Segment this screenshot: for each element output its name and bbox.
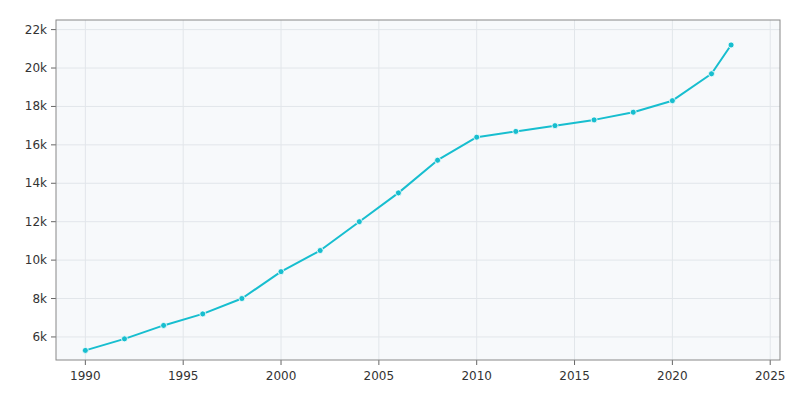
point: [474, 134, 480, 140]
x-tick: [476, 360, 477, 365]
y-tick: [51, 106, 56, 107]
point: [630, 109, 636, 115]
x-tick-label: 1995: [168, 369, 199, 383]
y-grid-line: [56, 106, 780, 107]
point: [317, 248, 323, 254]
x-grid-line: [183, 20, 184, 360]
x-tick-label: 2020: [657, 369, 688, 383]
y-tick: [51, 144, 56, 145]
y-tick: [51, 221, 56, 222]
plot-background: [56, 20, 780, 360]
y-tick: [51, 68, 56, 69]
line: [85, 45, 731, 350]
y-tick: [51, 260, 56, 261]
y-grid-line: [56, 68, 780, 69]
point: [161, 322, 167, 328]
y-tick-label: 20k: [25, 61, 47, 75]
point: [200, 311, 206, 317]
point: [356, 219, 362, 225]
y-grid-line: [56, 336, 780, 337]
x-tick: [672, 360, 673, 365]
x-grid-line: [85, 20, 86, 360]
y-tick-label: 8k: [32, 292, 47, 306]
x-tick: [183, 360, 184, 365]
x-grid-line: [770, 20, 771, 360]
point: [513, 128, 519, 134]
x-tick-label: 2015: [559, 369, 590, 383]
x-tick: [85, 360, 86, 365]
y-tick-label: 22k: [25, 23, 47, 37]
point: [591, 117, 597, 123]
x-tick-label: 2000: [266, 369, 297, 383]
grid: [56, 20, 780, 360]
chart-container: 1990 1995 2000 2005 2010 2015 2020 2025 6k 8k 10k 1…: [0, 0, 800, 400]
x-tick: [574, 360, 575, 365]
y-tick-label: 10k: [25, 253, 47, 267]
y-tick-label: 6k: [32, 330, 47, 344]
chart: 1990 1995 2000 2005 2010 2015 2020 2025 6k 8k 10k 1…: [0, 0, 800, 400]
y-tick: [51, 183, 56, 184]
y-tick: [51, 336, 56, 337]
point: [435, 157, 441, 163]
y-grid-line: [56, 144, 780, 145]
y-tick-label: 16k: [25, 138, 47, 152]
x-tick-label: 1990: [70, 369, 101, 383]
point: [239, 296, 245, 302]
x-tick-label: 2010: [461, 369, 492, 383]
x-tick-label: 2025: [755, 369, 786, 383]
point: [669, 98, 675, 104]
y-grid-line: [56, 183, 780, 184]
x-tick: [378, 360, 379, 365]
point: [552, 123, 558, 129]
x-grid-line: [672, 20, 673, 360]
x-grid-line: [378, 20, 379, 360]
point: [709, 71, 715, 77]
y-grid-line: [56, 29, 780, 30]
y-grid-line: [56, 260, 780, 261]
x-tick: [770, 360, 771, 365]
y-tick-label: 12k: [25, 215, 47, 229]
point: [82, 347, 88, 353]
x-grid-line: [281, 20, 282, 360]
plot-frame: [56, 20, 780, 360]
x-tick-label: 2005: [364, 369, 395, 383]
x-tick: [281, 360, 282, 365]
x-grid-line: [476, 20, 477, 360]
y-tick: [51, 298, 56, 299]
y-grid-line: [56, 298, 780, 299]
y-grid-line: [56, 221, 780, 222]
point: [395, 190, 401, 196]
y-tick: [51, 29, 56, 30]
point: [278, 269, 284, 275]
series: [82, 42, 734, 353]
y-tick-label: 18k: [25, 99, 47, 113]
point: [728, 42, 734, 48]
x-grid-line: [574, 20, 575, 360]
axes: 1990 1995 2000 2005 2010 2015 2020 2025 6k 8k 10k 1…: [25, 20, 786, 383]
y-tick-label: 14k: [25, 176, 47, 190]
point: [121, 336, 127, 342]
